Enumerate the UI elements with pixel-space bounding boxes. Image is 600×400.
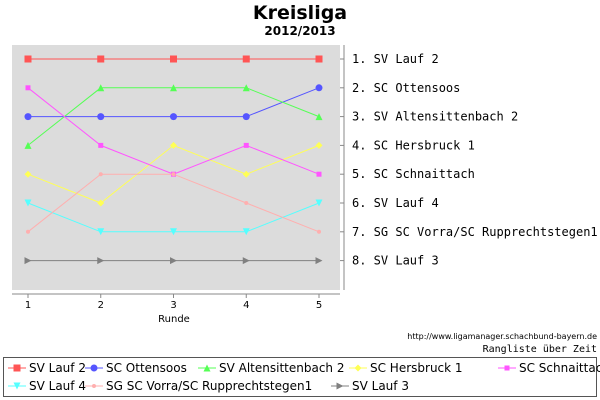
data-point (24, 170, 32, 178)
data-point (97, 55, 105, 63)
legend-label: SC Hersbruck 1 (370, 361, 463, 375)
series-3 (24, 84, 323, 149)
data-point (242, 113, 250, 121)
rank-labels: 1. SV Lauf 2 2. SC Ottensoos 3. SV Altensi… (352, 52, 598, 268)
data-point (24, 113, 32, 121)
legend-swatch (8, 364, 26, 372)
data-point (97, 257, 105, 265)
x-tick-label: 3 (170, 300, 176, 311)
series-layer (24, 55, 323, 265)
x-axis-label: Runde (158, 314, 190, 325)
rank-label: 3. SV Altensittenbach 2 (352, 110, 518, 124)
legend-item: SG SC Vorra/SC Rupprechtstegen1 (85, 377, 312, 395)
data-point (170, 84, 177, 92)
legend-swatch (198, 364, 216, 372)
data-point (24, 199, 32, 207)
rank-label: 2. SC Ottensoos (352, 81, 460, 95)
series-2 (24, 84, 323, 121)
data-point (171, 172, 176, 177)
legend-swatch (498, 365, 516, 371)
axes: 1 2 3 4 5 (12, 45, 345, 311)
series-8 (24, 257, 323, 265)
data-point (24, 141, 32, 149)
data-point (170, 228, 177, 236)
data-point (97, 84, 105, 92)
chart-title: Kreisliga (252, 2, 348, 24)
rank-label: 8. SV Lauf 3 (352, 254, 439, 268)
data-point (98, 142, 104, 148)
data-point (170, 55, 177, 63)
legend-item: SV Lauf 4 (8, 377, 86, 395)
legend-item: SC Ottensoos (85, 359, 187, 377)
data-point (244, 201, 249, 205)
data-point (242, 228, 250, 236)
source-url: http://www.ligamanager.schachbund-bayern… (407, 332, 597, 341)
legend-label: SC Ottensoos (106, 361, 187, 375)
series-6 (24, 199, 323, 236)
data-point (170, 113, 177, 121)
legend-item: SC Hersbruck 1 (349, 359, 463, 377)
legend-label: SG SC Vorra/SC Rupprechtstegen1 (106, 379, 313, 393)
x-tick-label: 4 (243, 300, 249, 311)
legend-label: SV Lauf 3 (352, 379, 409, 393)
legend-label: SC Schnaittach (519, 361, 600, 375)
legend-swatch (85, 364, 103, 372)
data-point (170, 257, 177, 265)
data-point (315, 113, 323, 121)
data-point (25, 85, 31, 91)
legend-swatch (331, 382, 349, 390)
data-point (316, 171, 322, 177)
data-point (315, 257, 323, 265)
legend-item: SV Altensittenbach 2 (198, 359, 344, 377)
data-point (315, 84, 323, 92)
data-point (98, 172, 103, 177)
legend-item: SV Lauf 2 (8, 359, 86, 377)
legend: SV Lauf 2 SC Ottensoos SV Altensittenbach … (3, 357, 600, 397)
rank-label: 4. SC Hersbruck 1 (352, 138, 475, 152)
data-point (97, 113, 105, 121)
data-point (170, 141, 177, 149)
legend-swatch (85, 384, 103, 388)
data-point (315, 199, 323, 207)
legend-swatch (349, 364, 367, 372)
data-point (315, 55, 323, 63)
legend-swatch (8, 382, 26, 390)
data-point (97, 228, 105, 236)
series-1 (24, 55, 323, 63)
data-point (242, 55, 250, 63)
rank-label: 1. SV Lauf 2 (352, 52, 439, 66)
legend-label: SV Altensittenbach 2 (219, 361, 345, 375)
legend-item: SV Lauf 3 (331, 377, 409, 395)
chart-subtitle: 2012/2013 (264, 24, 336, 38)
chart-caption: Rangliste über Zeit (482, 344, 597, 355)
data-point (317, 229, 321, 234)
rank-label: 7. SG SC Vorra/SC Rupprechtstegen1 (352, 225, 598, 239)
data-point (242, 257, 250, 265)
data-point (24, 257, 32, 265)
legend-item: SC Schnaittach (498, 359, 600, 377)
data-point (242, 84, 250, 92)
line-chart: 1 2 3 4 5 1. SV Lauf 2 2. SC Ottensoos 3. SV A… (12, 45, 598, 325)
x-tick-label: 2 (98, 300, 104, 311)
data-point (97, 199, 105, 207)
data-point (243, 142, 249, 148)
legend-label: SV Lauf 2 (29, 361, 86, 375)
data-point (315, 141, 323, 149)
rank-label: 5. SC Schnaittach (352, 167, 475, 181)
data-point (24, 55, 32, 63)
plot-area (12, 45, 340, 290)
x-tick-label: 5 (316, 300, 322, 311)
x-tick-label: 1 (25, 300, 31, 311)
rank-label: 6. SV Lauf 4 (352, 196, 439, 210)
data-point (26, 229, 30, 234)
data-point (242, 170, 250, 178)
legend-label: SV Lauf 4 (29, 379, 86, 393)
series-7 (26, 172, 321, 234)
